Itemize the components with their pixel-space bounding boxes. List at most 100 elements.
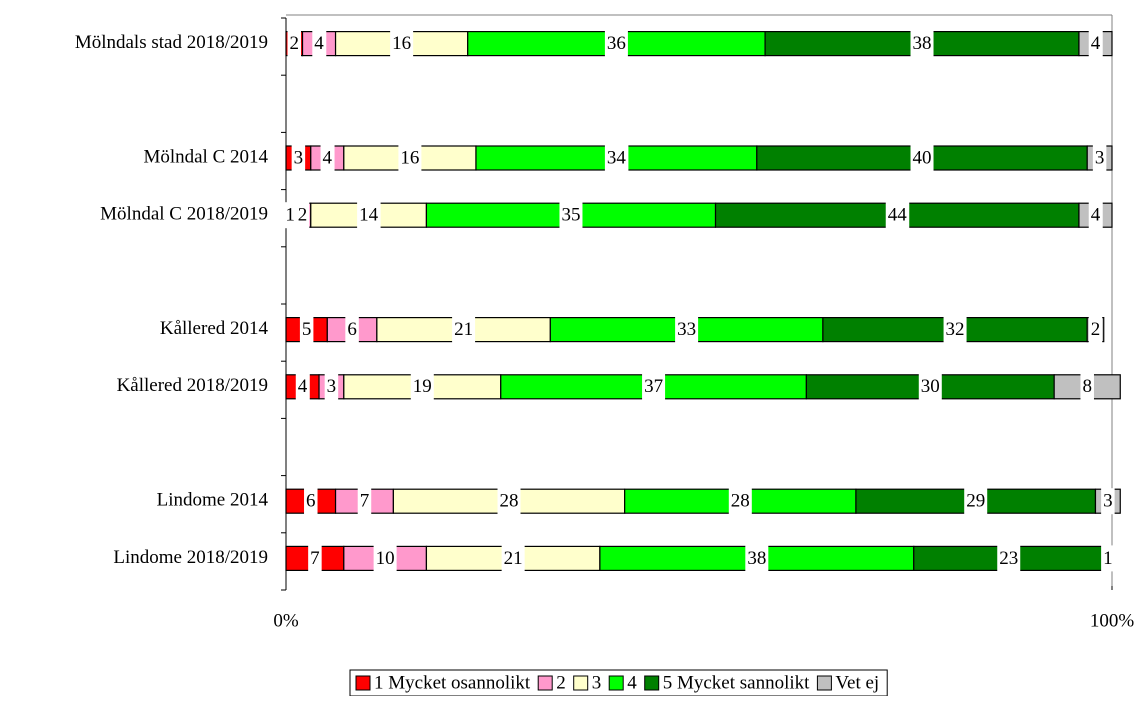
data-label-bg: [452, 316, 476, 343]
data-label: 16: [392, 33, 411, 54]
data-label-bg: [497, 488, 521, 515]
data-label-bg: [345, 316, 359, 343]
data-label-bg: [390, 30, 414, 57]
data-label-group: 7: [357, 488, 372, 515]
data-label-bg: [728, 488, 752, 515]
data-label: 44: [888, 205, 908, 226]
data-label-bg: [910, 30, 934, 57]
data-label-bg: [287, 30, 302, 57]
data-label-group: 28: [728, 488, 752, 515]
data-label-bg: [1092, 145, 1107, 171]
data-label: 28: [500, 491, 519, 512]
data-label-group: 6: [304, 488, 318, 515]
data-label: 1: [1103, 548, 1113, 569]
data-label-bg: [1088, 202, 1103, 229]
data-label-bg: [997, 545, 1021, 572]
data-label: 3: [1103, 491, 1113, 512]
data-label-bg: [1088, 30, 1103, 57]
legend-label: 2: [556, 672, 566, 693]
data-label-group: 6: [345, 316, 359, 343]
legend-label: 5 Mycket sannolikt: [663, 672, 810, 693]
data-label-bg: [304, 488, 318, 515]
data-label: 1: [285, 205, 295, 226]
data-label-group: 38: [745, 545, 769, 572]
data-label: 21: [504, 548, 523, 569]
data-label-group: 16: [390, 30, 414, 57]
data-label-bg: [324, 373, 339, 400]
data-label-group: 32: [943, 316, 967, 343]
data-label-group: 8: [1080, 373, 1094, 400]
data-label: 29: [966, 491, 985, 512]
data-label-group: 4: [295, 373, 310, 400]
data-label-bg: [283, 202, 297, 229]
data-label: 2: [298, 205, 308, 226]
data-label-bg: [604, 30, 628, 57]
data-label: 10: [376, 548, 395, 569]
data-label-group: 35: [559, 202, 583, 229]
data-label: 7: [310, 548, 320, 569]
data-label-group: 10: [373, 545, 397, 572]
data-label-group: 16: [398, 145, 422, 171]
data-label: 40: [913, 147, 932, 168]
data-label-group: 19: [410, 373, 434, 400]
data-label: 21: [454, 319, 473, 340]
data-label-bg: [373, 545, 397, 572]
data-label-bg: [501, 545, 525, 572]
legend-label: 3: [592, 672, 602, 693]
data-label-group: 7: [308, 545, 322, 572]
data-label-group: 23: [997, 545, 1021, 572]
data-label-bg: [357, 202, 381, 229]
category-label: Mölndal C 2014: [143, 146, 268, 167]
data-label-group: 37: [642, 373, 666, 400]
category-label: Kållered 2014: [160, 318, 269, 339]
data-label: 19: [413, 376, 432, 397]
data-label-bg: [675, 316, 699, 343]
data-label-bg: [559, 202, 583, 229]
data-label-bg: [291, 145, 306, 171]
data-label: 16: [400, 147, 419, 168]
data-label-group: 5: [299, 316, 314, 343]
data-label-group: 44: [885, 202, 910, 229]
data-label-bg: [918, 373, 942, 400]
data-label: 2: [1091, 319, 1101, 340]
data-label-group: 3: [291, 145, 306, 171]
data-label: 7: [360, 491, 370, 512]
data-label-group: 4: [320, 145, 335, 171]
data-label-bg: [943, 316, 967, 343]
data-label-group: 2: [295, 202, 310, 229]
data-label-bg: [295, 202, 310, 229]
data-label-group: 2: [1088, 316, 1103, 343]
data-label-bg: [745, 545, 769, 572]
data-label: 38: [913, 33, 932, 54]
data-label-bg: [1101, 545, 1115, 572]
data-label-bg: [295, 373, 310, 400]
data-label-group: 36: [604, 30, 628, 57]
x-tick-label: 100%: [1090, 610, 1135, 631]
x-tick-label: 0%: [273, 610, 299, 631]
data-label-group: 14: [357, 202, 381, 229]
data-label-group: 4: [1088, 202, 1103, 229]
data-label: 3: [294, 147, 304, 168]
category-label: Kållered 2018/2019: [117, 375, 268, 396]
category-label: Lindome 2014: [157, 490, 269, 511]
data-label-bg: [604, 145, 629, 171]
category-label: Mölndals stad 2018/2019: [75, 32, 268, 53]
data-label-bg: [1101, 488, 1115, 515]
data-label-group: 33: [675, 316, 699, 343]
data-label-bg: [964, 488, 988, 515]
legend: 1 Mycket osannolikt 2 3 4 5 Mycket sannolikt…: [349, 669, 888, 697]
data-label-bg: [320, 145, 335, 171]
data-label-group: 3: [1092, 145, 1107, 171]
data-label: 35: [561, 205, 580, 226]
data-label-group: 1: [1101, 545, 1115, 572]
data-label-bg: [1088, 316, 1103, 343]
category-label: Mölndal C 2018/2019: [100, 204, 268, 225]
category-label: Lindome 2018/2019: [113, 547, 268, 568]
data-label-group: 4: [312, 30, 327, 57]
data-label-group: 4: [1088, 30, 1103, 57]
data-label: 36: [607, 33, 626, 54]
data-label-group: 28: [497, 488, 521, 515]
data-label-group: 29: [964, 488, 988, 515]
data-label: 6: [306, 491, 316, 512]
data-label-group: 2: [287, 30, 302, 57]
